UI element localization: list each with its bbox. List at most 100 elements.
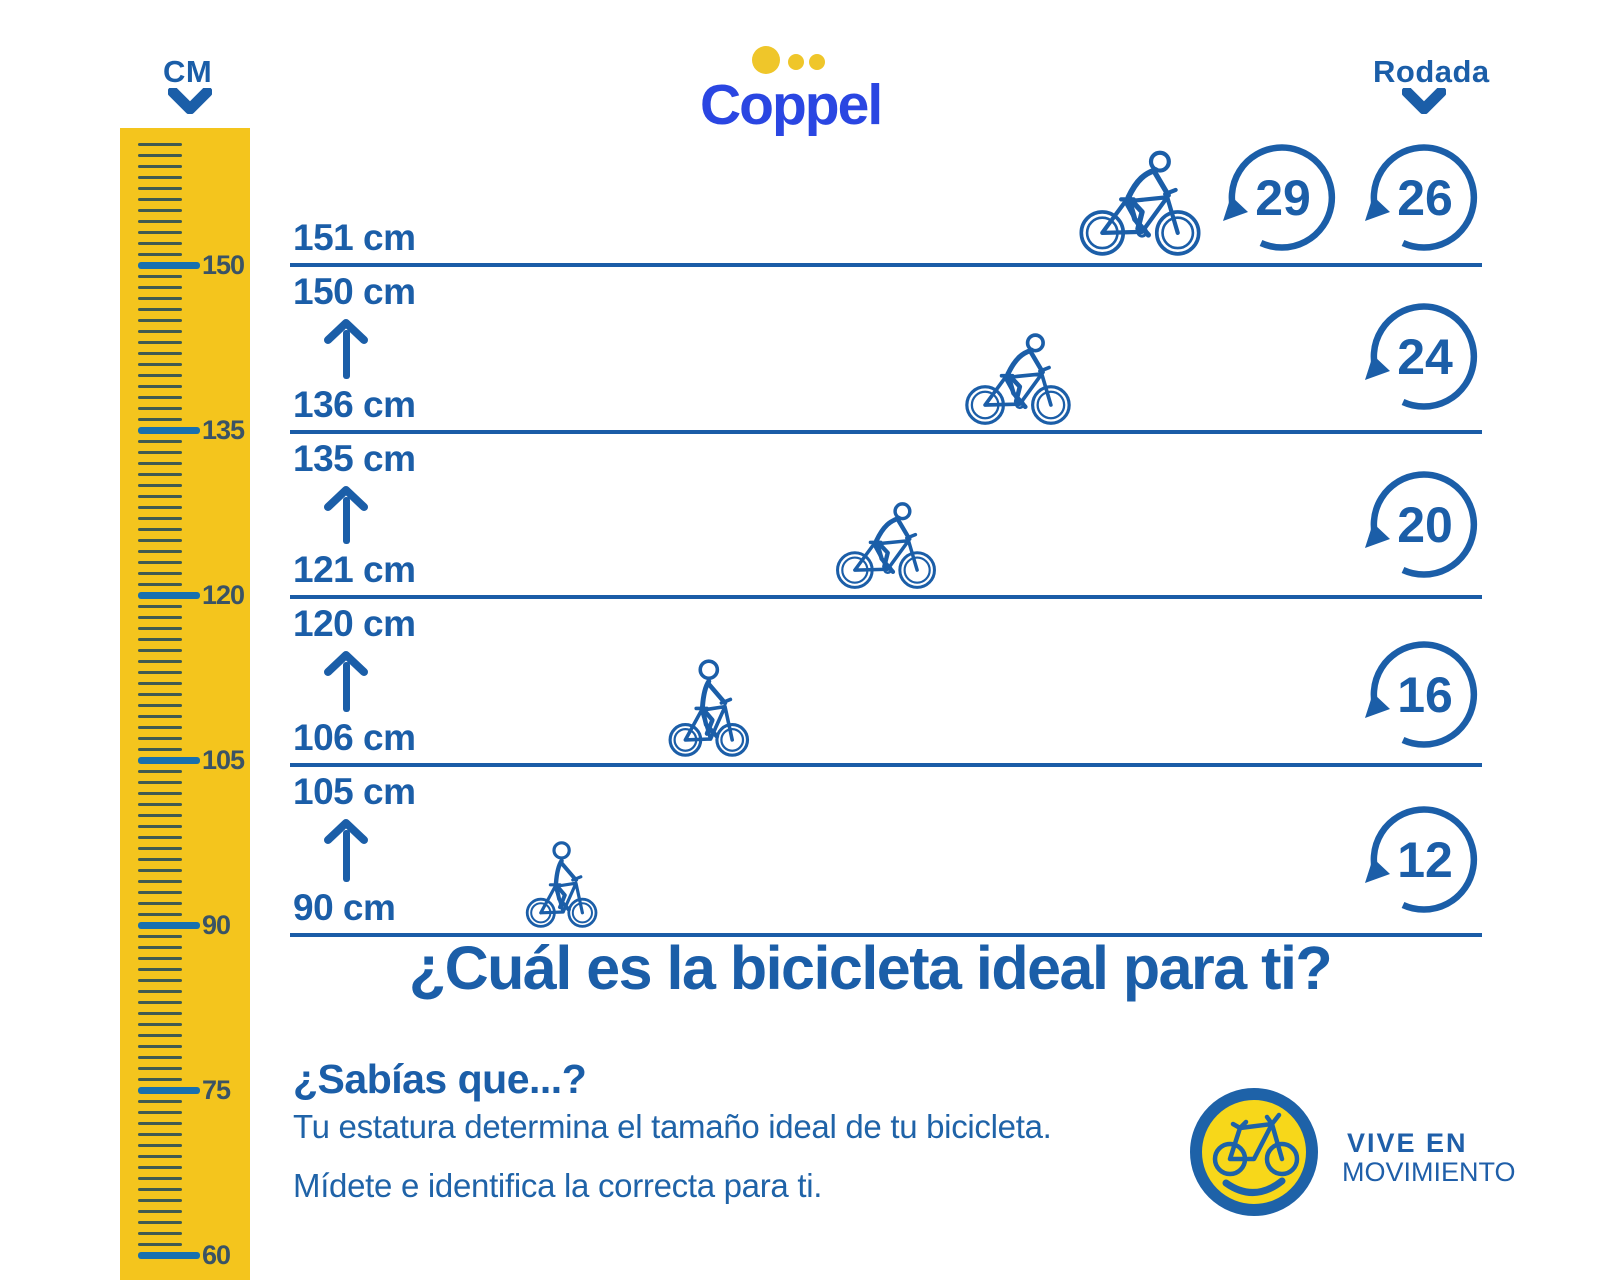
ruler-tick-label: 135: [202, 415, 245, 445]
ruler-tick-minor: [138, 670, 182, 674]
ruler-tick-minor: [138, 373, 182, 377]
ruler-tick-minor: [138, 1077, 182, 1081]
ruler-tick-minor: [138, 439, 182, 443]
cyclist-icon: [963, 331, 1073, 426]
ruler-tick-minor: [138, 384, 182, 388]
ruler-tick-minor: [138, 1143, 182, 1147]
ruler-tick-minor: [138, 450, 182, 454]
ruler-tick-major: [138, 261, 200, 269]
ruler-tick-minor: [138, 725, 182, 729]
wheel-size-badge: 26: [1364, 138, 1484, 258]
ruler-tick-minor: [138, 912, 182, 916]
ruler-tick-minor: [138, 934, 182, 938]
ruler-tick-minor: [138, 879, 182, 883]
ruler-tick-minor: [138, 1033, 182, 1037]
brand-dot-small: [809, 54, 825, 70]
ruler-tick-minor: [138, 1055, 182, 1059]
ruler-tick-minor: [138, 967, 182, 971]
ruler-tick-minor: [138, 1022, 182, 1026]
wheel-size-badge: 24: [1364, 297, 1484, 417]
ruler-tick-minor: [138, 1187, 182, 1191]
ruler-tick-minor: [138, 615, 182, 619]
ruler-tick-minor: [138, 483, 182, 487]
ruler-tick-minor: [138, 186, 182, 190]
kid-cyclist-icon: [662, 658, 752, 757]
ruler-tick-minor: [138, 824, 182, 828]
brand-wordmark: Coppel: [700, 73, 883, 137]
ruler-tick-minor: [138, 274, 182, 278]
ruler-tick-minor: [138, 175, 182, 179]
ruler-tick-minor: [138, 978, 182, 982]
ruler-tick-minor: [138, 538, 182, 542]
ruler-tick-minor: [138, 1242, 182, 1246]
ruler-tick-minor: [138, 681, 182, 685]
height-line: [290, 263, 1482, 267]
height-ruler: 60 75 90 105 120 135 150: [120, 128, 250, 1280]
ruler-tick-minor: [138, 417, 182, 421]
ruler-tick-minor: [138, 835, 182, 839]
ruler-tick-label: 120: [202, 580, 245, 610]
height-max-label: 120 cm: [293, 603, 416, 644]
height-line: [290, 933, 1482, 937]
ruler-tick-minor: [138, 736, 182, 740]
ruler-tick-minor: [138, 857, 182, 861]
ruler-tick-minor: [138, 846, 182, 850]
ruler-tick-minor: [138, 802, 182, 806]
ruler-tick-minor: [138, 1176, 182, 1180]
wheel-size-badge: 20: [1364, 465, 1484, 585]
ruler-tick-minor: [138, 1000, 182, 1004]
height-line: [290, 430, 1482, 434]
ruler-tick-minor: [138, 604, 182, 608]
ruler-tick-minor: [138, 208, 182, 212]
ruler-tick-minor: [138, 285, 182, 289]
ruler-tick-minor: [138, 703, 182, 707]
arrow-up-icon: [322, 650, 370, 712]
ruler-tick-minor: [138, 1209, 182, 1213]
facts-line-2: Mídete e identifica la correcta para ti.: [293, 1167, 823, 1204]
ruler-tick-major: [138, 1251, 200, 1259]
ruler-tick-minor: [138, 505, 182, 509]
brand-dot-medium: [788, 54, 804, 70]
ruler-tick-minor: [138, 714, 182, 718]
ruler-tick-minor: [138, 395, 182, 399]
wheel-size-value: 16: [1397, 667, 1453, 723]
ruler-tick-minor: [138, 1132, 182, 1136]
height-min-label: 106 cm: [293, 717, 416, 758]
badge-text-line1: VIVE EN: [1347, 1128, 1468, 1158]
ruler-tick-minor: [138, 1011, 182, 1015]
ruler-tick-minor: [138, 956, 182, 960]
ruler-tick-label: 150: [202, 250, 245, 280]
ruler-tick-minor: [138, 692, 182, 696]
ruler-tick-minor: [138, 219, 182, 223]
ruler-tick-label: 90: [202, 910, 231, 940]
height-max-label: 150 cm: [293, 271, 416, 312]
ruler-tick-label: 105: [202, 745, 245, 775]
ruler-tick-major: [138, 426, 200, 434]
ruler-tick-minor: [138, 659, 182, 663]
ruler-tick-minor: [138, 1066, 182, 1070]
ruler-tick-minor: [138, 1110, 182, 1114]
ruler-tick-minor: [138, 153, 182, 157]
height-line: [290, 595, 1482, 599]
ruler-tick-minor: [138, 362, 182, 366]
ruler-tick-minor: [138, 890, 182, 894]
ruler-tick-minor: [138, 241, 182, 245]
cm-label: CM: [163, 54, 213, 89]
chevron-down-icon: [168, 88, 212, 114]
ruler-tick-minor: [138, 637, 182, 641]
ruler-tick-minor: [138, 571, 182, 575]
ruler-tick-minor: [138, 1154, 182, 1158]
ruler-tick-minor: [138, 769, 182, 773]
ruler-tick-minor: [138, 945, 182, 949]
wheel-size-value: 20: [1397, 497, 1453, 553]
ruler-tick-minor: [138, 230, 182, 234]
ruler-tick-major: [138, 756, 200, 764]
ruler-tick-minor: [138, 351, 182, 355]
ruler-tick-minor: [138, 901, 182, 905]
ruler-tick-minor: [138, 318, 182, 322]
ruler-tick-minor: [138, 582, 182, 586]
height-min-label: 90 cm: [293, 887, 396, 928]
ruler-tick-minor: [138, 813, 182, 817]
ruler-tick-minor: [138, 791, 182, 795]
